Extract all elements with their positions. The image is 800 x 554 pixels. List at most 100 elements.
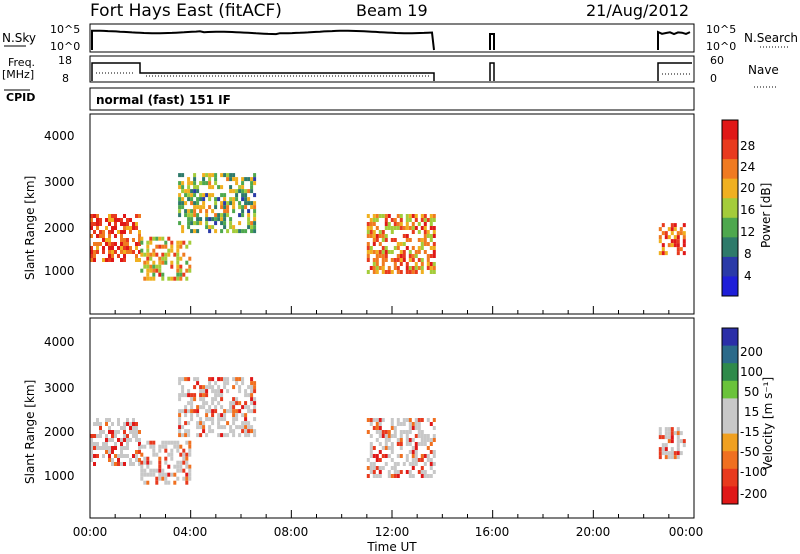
power-cell bbox=[185, 244, 189, 249]
power-cell bbox=[208, 177, 212, 182]
velocity-cell bbox=[420, 430, 424, 434]
power-cell bbox=[208, 229, 212, 234]
velocity-cell bbox=[111, 434, 114, 438]
velocity-cell bbox=[152, 472, 156, 477]
velocity-cell bbox=[214, 397, 218, 402]
velocity-cell bbox=[405, 430, 409, 434]
power-cell bbox=[202, 177, 206, 182]
power-cell bbox=[426, 234, 430, 238]
power-cell bbox=[102, 234, 105, 238]
velocity-cell bbox=[211, 429, 215, 434]
power-cell bbox=[108, 246, 111, 250]
power-cell bbox=[408, 266, 412, 270]
power-ytick: 2000 bbox=[44, 221, 75, 235]
power-cell bbox=[229, 177, 233, 182]
power-cell bbox=[187, 185, 191, 190]
power-cell bbox=[132, 238, 135, 242]
velocity-cell bbox=[164, 480, 168, 485]
power-cell bbox=[167, 252, 171, 257]
velocity-cell bbox=[420, 434, 424, 438]
power-cell bbox=[199, 197, 203, 202]
power-cell bbox=[408, 214, 412, 218]
power-cbar-tick: 4 bbox=[744, 269, 752, 283]
power-cell bbox=[152, 272, 156, 277]
velocity-cell bbox=[211, 401, 215, 406]
power-cell bbox=[393, 218, 397, 222]
velocity-cell bbox=[140, 468, 144, 473]
velocity-cell bbox=[146, 472, 150, 477]
velocity-cell bbox=[405, 434, 409, 438]
velocity-cell bbox=[114, 442, 117, 446]
cpid-value: normal (fast) 151 IF bbox=[96, 93, 231, 107]
power-cell bbox=[426, 242, 430, 246]
power-cell bbox=[90, 254, 93, 258]
power-cell bbox=[187, 197, 191, 202]
nave-tick-bottom: 0 bbox=[710, 72, 717, 85]
power-cell bbox=[193, 201, 197, 206]
power-cell bbox=[369, 246, 373, 250]
velocity-cell bbox=[658, 427, 662, 432]
velocity-cell bbox=[366, 430, 370, 434]
power-cell bbox=[223, 225, 227, 230]
power-cell bbox=[250, 221, 254, 226]
velocity-cell bbox=[393, 474, 397, 478]
velocity-cell bbox=[193, 385, 197, 390]
velocity-cell bbox=[202, 393, 206, 398]
power-cell bbox=[193, 173, 197, 178]
xtick-label: 20:00 bbox=[576, 525, 611, 539]
power-cell bbox=[670, 239, 674, 244]
power-cell bbox=[167, 276, 171, 281]
velocity-cell bbox=[223, 409, 227, 414]
power-cell bbox=[387, 222, 391, 226]
velocity-cell bbox=[426, 474, 430, 478]
power-cell bbox=[120, 222, 123, 226]
power-cell bbox=[372, 234, 376, 238]
velocity-cell bbox=[173, 444, 177, 449]
power-cell bbox=[411, 254, 415, 258]
power-cell bbox=[375, 254, 379, 258]
velocity-cell bbox=[369, 450, 373, 454]
power-cell bbox=[208, 217, 212, 222]
power-cell bbox=[129, 250, 132, 254]
power-cell bbox=[429, 234, 433, 238]
power-cell bbox=[232, 225, 236, 230]
velocity-cell bbox=[390, 426, 394, 430]
velocity-cell bbox=[161, 440, 165, 445]
power-cell bbox=[396, 214, 400, 218]
power-cell bbox=[111, 226, 114, 230]
power-cell bbox=[108, 218, 111, 222]
velocity-cell bbox=[217, 417, 221, 422]
power-cell bbox=[185, 276, 189, 281]
power-cell bbox=[202, 201, 206, 206]
power-cell bbox=[384, 238, 388, 242]
power-cell bbox=[138, 230, 141, 234]
power-cell bbox=[223, 197, 227, 202]
velocity-cell bbox=[429, 442, 433, 446]
power-cbar-tick: 20 bbox=[740, 181, 755, 195]
velocity-cell bbox=[387, 470, 391, 474]
power-cell bbox=[366, 270, 370, 274]
power-cell bbox=[369, 250, 373, 254]
nsearch-tick-bottom: 10^0 bbox=[706, 40, 736, 53]
velocity-cell bbox=[423, 434, 427, 438]
power-cell bbox=[414, 214, 418, 218]
power-cell bbox=[417, 266, 421, 270]
power-cell bbox=[372, 242, 376, 246]
power-cell bbox=[375, 258, 379, 262]
power-cell bbox=[190, 181, 194, 186]
power-cell bbox=[426, 230, 430, 234]
power-cell bbox=[366, 222, 370, 226]
power-cbar-tick: 16 bbox=[740, 203, 755, 217]
velocity-ytick: 3000 bbox=[44, 381, 75, 395]
velocity-cell bbox=[111, 450, 114, 454]
power-cell bbox=[673, 227, 677, 232]
power-cell bbox=[253, 173, 257, 178]
power-cell bbox=[408, 238, 412, 242]
power-cell bbox=[250, 189, 254, 194]
velocity-cell bbox=[372, 446, 376, 450]
power-cell bbox=[384, 250, 388, 254]
velocity-cell bbox=[129, 422, 132, 426]
velocity-cell bbox=[229, 405, 233, 410]
velocity-cell bbox=[182, 476, 186, 481]
nave-tick-top: 60 bbox=[710, 54, 724, 67]
